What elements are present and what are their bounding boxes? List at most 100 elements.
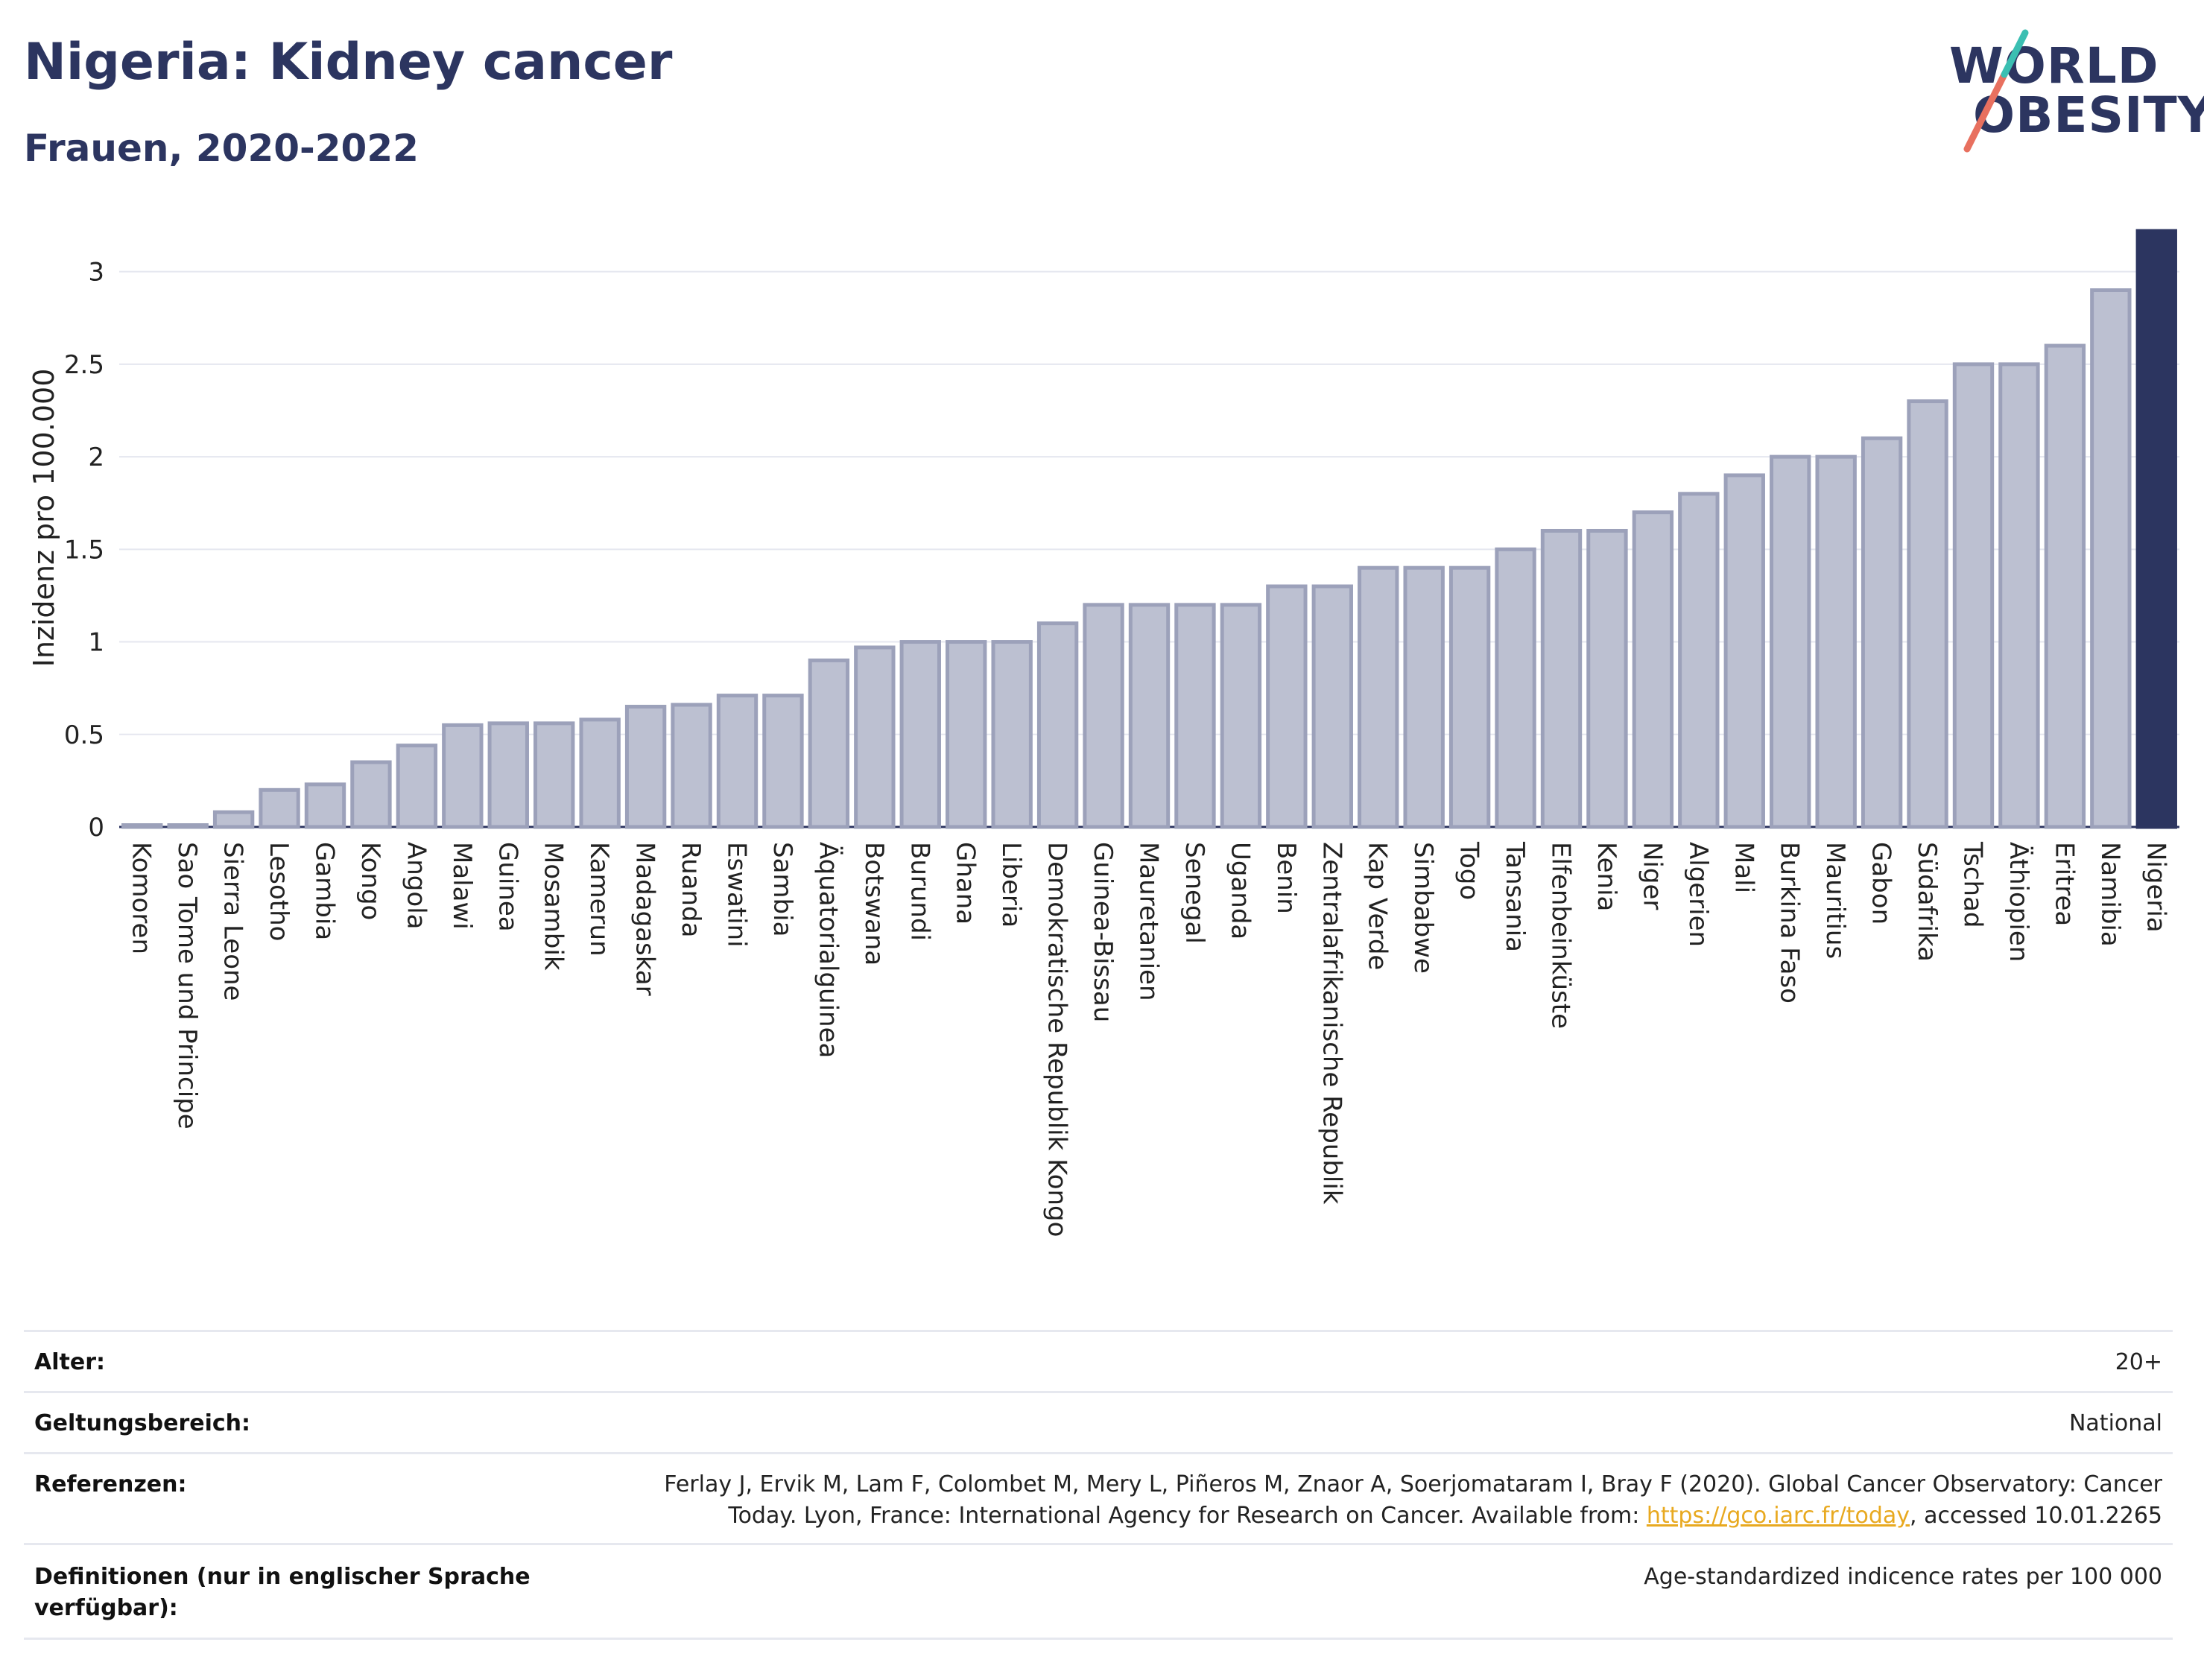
- x-tick-label: Zentralafrikanische Republik: [1317, 842, 1346, 1205]
- bar[interactable]: [671, 703, 712, 829]
- bar[interactable]: [1036, 621, 1079, 829]
- x-tick-label: Mosambik: [539, 842, 569, 971]
- bar[interactable]: [1632, 510, 1674, 829]
- x-tick-label: Uganda: [1225, 842, 1255, 939]
- bar[interactable]: [259, 787, 300, 829]
- x-tick-label: Komoren: [127, 842, 156, 954]
- x-tick-label: Malawi: [447, 842, 477, 930]
- bar[interactable]: [854, 645, 896, 829]
- x-tick-label: Mauritius: [1820, 842, 1850, 959]
- bar[interactable]: [396, 744, 438, 829]
- bar[interactable]: [167, 823, 209, 829]
- y-tick-label: 2: [88, 443, 104, 472]
- bar[interactable]: [1174, 603, 1216, 829]
- bar[interactable]: [1952, 362, 1995, 829]
- meta-row-references: Referenzen: Ferlay J, Ervik M, Lam F, Co…: [24, 1452, 2173, 1545]
- x-tick-label: Eritrea: [2049, 842, 2079, 926]
- x-tick-label: Togo: [1454, 841, 1484, 900]
- x-tick-label: Nigeria: [2141, 842, 2170, 933]
- x-tick-label: Liberia: [996, 842, 1026, 928]
- bar[interactable]: [1586, 528, 1628, 829]
- bar[interactable]: [1540, 528, 1583, 829]
- x-tick-label: Elfenbeinküste: [1546, 842, 1576, 1029]
- meta-value-references-line1: Ferlay J, Ervik M, Lam F, Colombet M, Me…: [664, 1471, 2162, 1497]
- bar[interactable]: [1495, 547, 1536, 829]
- x-tick-label: Mali: [1729, 842, 1758, 893]
- meta-label-age: Alter:: [34, 1349, 105, 1375]
- bar[interactable]: [1815, 454, 1857, 829]
- x-tick-label: Burkina Faso: [1775, 842, 1805, 1004]
- x-tick-label: Mauretanien: [1134, 842, 1164, 1001]
- x-tick-label: Botswana: [859, 842, 889, 966]
- x-tick-label: Südafrika: [1912, 842, 1942, 962]
- bar[interactable]: [716, 694, 759, 829]
- x-tick-label: Burundi: [905, 842, 934, 941]
- bar[interactable]: [442, 723, 484, 829]
- x-tick-label: Tansania: [1500, 841, 1530, 952]
- x-tick-label: Guinea-Bissau: [1088, 842, 1118, 1022]
- bar[interactable]: [533, 721, 575, 829]
- y-tick-label: 0.5: [64, 720, 104, 750]
- meta-label-definitions-line1: Definitionen (nur in englischer Sprache: [34, 1564, 531, 1590]
- x-tick-label: Sambia: [767, 842, 797, 936]
- x-tick-label: Sierra Leone: [218, 842, 248, 1001]
- world-obesity-logo[interactable]: WORLD OBESITY: [1937, 22, 2204, 164]
- bar[interactable]: [121, 823, 163, 829]
- bar[interactable]: [212, 810, 255, 829]
- bar[interactable]: [1907, 399, 1948, 829]
- x-tick-label: Äquatorialguinea: [813, 842, 843, 1058]
- bar[interactable]: [1128, 603, 1171, 829]
- x-tick-label: Angola: [401, 842, 431, 929]
- y-tick-label: 2.5: [64, 350, 104, 380]
- bar[interactable]: [2090, 288, 2132, 829]
- x-tick-label: Guinea: [493, 842, 522, 932]
- meta-row-definitions: Definitionen (nur in englischer Sprache …: [24, 1543, 2173, 1640]
- bar[interactable]: [899, 640, 941, 829]
- x-tick-label: Gambia: [310, 842, 340, 940]
- bar[interactable]: [1861, 436, 1903, 829]
- bar[interactable]: [304, 782, 346, 829]
- bar[interactable]: [1723, 473, 1765, 829]
- bar[interactable]: [991, 640, 1033, 829]
- references-text: Today. Lyon, France: International Agenc…: [728, 1503, 1647, 1529]
- x-tick-label: Lesotho: [264, 842, 294, 941]
- bar[interactable]: [1448, 565, 1491, 829]
- x-tick-label: Ruanda: [676, 842, 706, 937]
- y-tick-label: 1: [88, 628, 104, 658]
- x-tick-label: Kamerun: [584, 842, 614, 957]
- bar[interactable]: [1311, 584, 1353, 829]
- x-tick-label: Kongo: [355, 842, 385, 920]
- x-tick-label: Tschad: [1958, 841, 1988, 928]
- bar[interactable]: [1083, 603, 1124, 829]
- bar[interactable]: [762, 694, 804, 829]
- bar[interactable]: [1220, 603, 1262, 829]
- references-link[interactable]: https://gco.iarc.fr/today: [1646, 1503, 1910, 1529]
- bar[interactable]: [1678, 492, 1720, 829]
- bar[interactable]: [579, 717, 621, 829]
- meta-value-definitions: Age-standardized indicence rates per 100…: [1644, 1564, 2162, 1590]
- bar[interactable]: [350, 760, 392, 829]
- meta-label-definitions-line2: verfügbar):: [34, 1595, 178, 1621]
- x-tick-label: Madagaskar: [630, 842, 660, 996]
- bar[interactable]: [1403, 565, 1445, 829]
- page-title: Nigeria: Kidney cancer: [24, 33, 673, 92]
- references-accessed: , accessed 10.01.2265: [1910, 1503, 2162, 1529]
- bar[interactable]: [1266, 584, 1308, 829]
- bar[interactable]: [1998, 362, 2040, 829]
- bar[interactable]: [2044, 343, 2086, 829]
- x-tick-label: Kenia: [1592, 842, 1621, 911]
- bar[interactable]: [1358, 565, 1399, 829]
- x-tick-label: Kap Verde: [1363, 842, 1393, 970]
- bar[interactable]: [808, 658, 850, 829]
- page-subtitle: Frauen, 2020-2022: [24, 127, 419, 170]
- bar[interactable]: [1770, 454, 1811, 829]
- bar[interactable]: [946, 640, 987, 829]
- bar-chart: 0 0.5 1 1.5 2 2.5 3 Komoren Sao Tome und Princi…: [28, 229, 2179, 1237]
- bar[interactable]: [487, 721, 529, 829]
- bar[interactable]: [624, 705, 667, 829]
- logo-text-world: WORLD: [1949, 37, 2159, 95]
- x-tick-label: Sao Tome und Principe: [172, 842, 202, 1129]
- bar-highlight[interactable]: [2135, 229, 2177, 829]
- meta-row-scope: Geltungsbereich: National: [24, 1391, 2173, 1454]
- y-tick-label: 3: [88, 258, 104, 288]
